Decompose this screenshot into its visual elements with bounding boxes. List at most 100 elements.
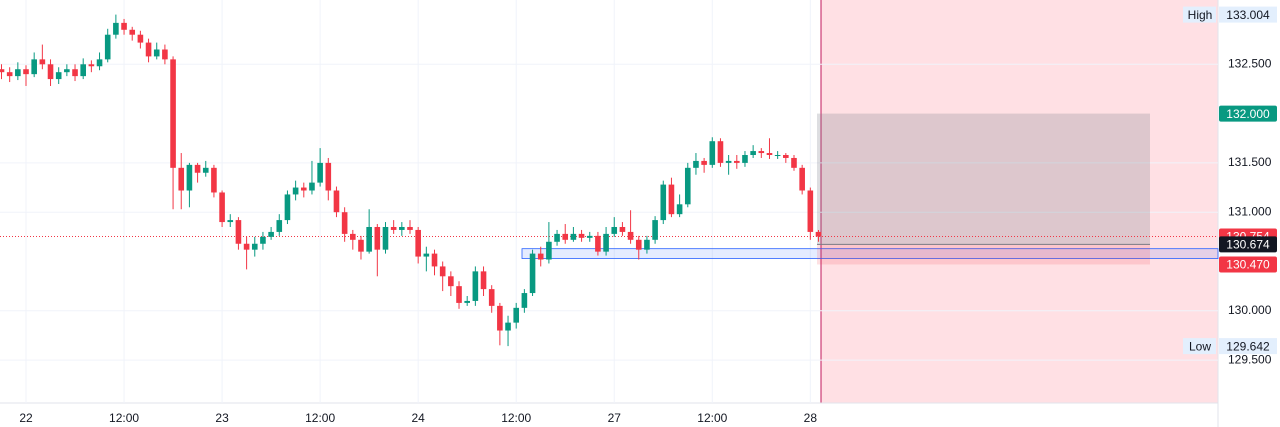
candle-body <box>170 59 176 168</box>
stop-zone <box>817 244 1150 265</box>
candle-body <box>6 72 13 77</box>
candle-body <box>627 231 634 240</box>
candle-body <box>227 220 234 223</box>
candle-body <box>431 253 438 267</box>
candle-body <box>815 231 822 237</box>
candle-body <box>251 243 258 250</box>
x-tick-label: 28 <box>804 411 818 425</box>
candle-body <box>783 155 789 158</box>
price-badge-label: 132.000 <box>1226 107 1270 121</box>
candle-body <box>235 220 242 244</box>
price-badge <box>1219 105 1277 122</box>
candle-body <box>480 271 487 290</box>
candle-body <box>202 167 209 173</box>
candle-body <box>104 34 111 60</box>
candle-body <box>529 253 536 294</box>
candle-body <box>194 164 201 173</box>
candle-body <box>717 141 724 163</box>
candle-body <box>472 271 479 301</box>
candle-body <box>211 167 217 193</box>
candle-body <box>333 190 340 213</box>
candle-body <box>292 187 299 195</box>
candle-body <box>113 22 119 35</box>
candle-body <box>31 59 37 75</box>
candle-body <box>578 233 585 238</box>
candle-body <box>374 226 381 250</box>
candle-body <box>96 59 103 67</box>
candle-body <box>742 155 748 163</box>
price-badge <box>1219 6 1277 23</box>
candle-body <box>88 64 95 67</box>
price-badge <box>1219 338 1277 355</box>
candle-body <box>595 235 601 252</box>
candle-body <box>415 229 421 257</box>
candle-body <box>39 59 46 65</box>
candle-body <box>562 233 569 240</box>
candle-body <box>750 151 756 156</box>
candle-body <box>676 204 683 215</box>
candle-body <box>725 160 732 163</box>
candle-body <box>366 226 372 252</box>
x-tick-label: 27 <box>608 411 622 425</box>
candle-body <box>668 184 675 215</box>
candle-body <box>497 305 503 331</box>
candle-body <box>652 220 658 240</box>
candle-body <box>317 162 323 183</box>
marker-tag <box>1183 6 1216 23</box>
candle-body <box>300 187 307 191</box>
x-tick-label: 23 <box>215 411 229 425</box>
candle-body <box>586 235 593 238</box>
candle-body <box>546 241 552 260</box>
candle-body <box>341 212 348 234</box>
candle-body <box>243 243 250 250</box>
y-tick-label: 131.000 <box>1228 204 1272 218</box>
price-badge-label: 130.674 <box>1226 238 1270 252</box>
candle-body <box>554 233 560 242</box>
candle-body <box>358 239 364 252</box>
y-tick-label: 129.500 <box>1228 352 1272 366</box>
candle-body <box>0 69 5 73</box>
candle-body <box>407 226 413 230</box>
marker-text: High <box>1188 8 1213 22</box>
candle-body <box>488 289 495 306</box>
candle-body <box>701 160 707 165</box>
candle-body <box>47 64 54 80</box>
price-badge <box>1219 236 1277 253</box>
candle-body <box>423 253 430 257</box>
candle-body <box>660 184 667 221</box>
candle-body <box>758 151 765 154</box>
candle-body <box>276 220 283 232</box>
candle-body <box>766 153 773 156</box>
x-tick-label: 22 <box>19 411 33 425</box>
candle-body <box>15 69 21 77</box>
candle-body <box>807 190 814 232</box>
candle-body <box>399 226 405 230</box>
candle-body <box>309 182 315 191</box>
marker-tag <box>1183 338 1216 355</box>
marker-text: Low <box>1189 339 1211 353</box>
x-tick-label: 24 <box>411 411 425 425</box>
x-tick-label: 12:00 <box>697 411 727 425</box>
candle-body <box>390 226 397 230</box>
candle-body <box>448 276 454 287</box>
candle-body <box>23 69 29 75</box>
future-region <box>821 0 1218 403</box>
x-tick-label: 12:00 <box>501 411 531 425</box>
candle-body <box>505 322 511 331</box>
candle-body <box>325 162 332 191</box>
candle-body <box>611 226 618 234</box>
candle-body <box>439 266 446 277</box>
candle-body <box>684 167 691 205</box>
candle-body <box>55 72 62 80</box>
candle-body <box>570 233 577 240</box>
candle-body <box>791 157 797 168</box>
candle-body <box>153 49 160 57</box>
candle-body <box>260 236 266 244</box>
candle-body <box>382 226 389 250</box>
y-tick-label: 132.500 <box>1228 56 1272 70</box>
candle-body <box>145 42 152 57</box>
candle-body <box>464 300 470 303</box>
candle-body <box>521 293 528 308</box>
candle-body <box>80 64 86 77</box>
